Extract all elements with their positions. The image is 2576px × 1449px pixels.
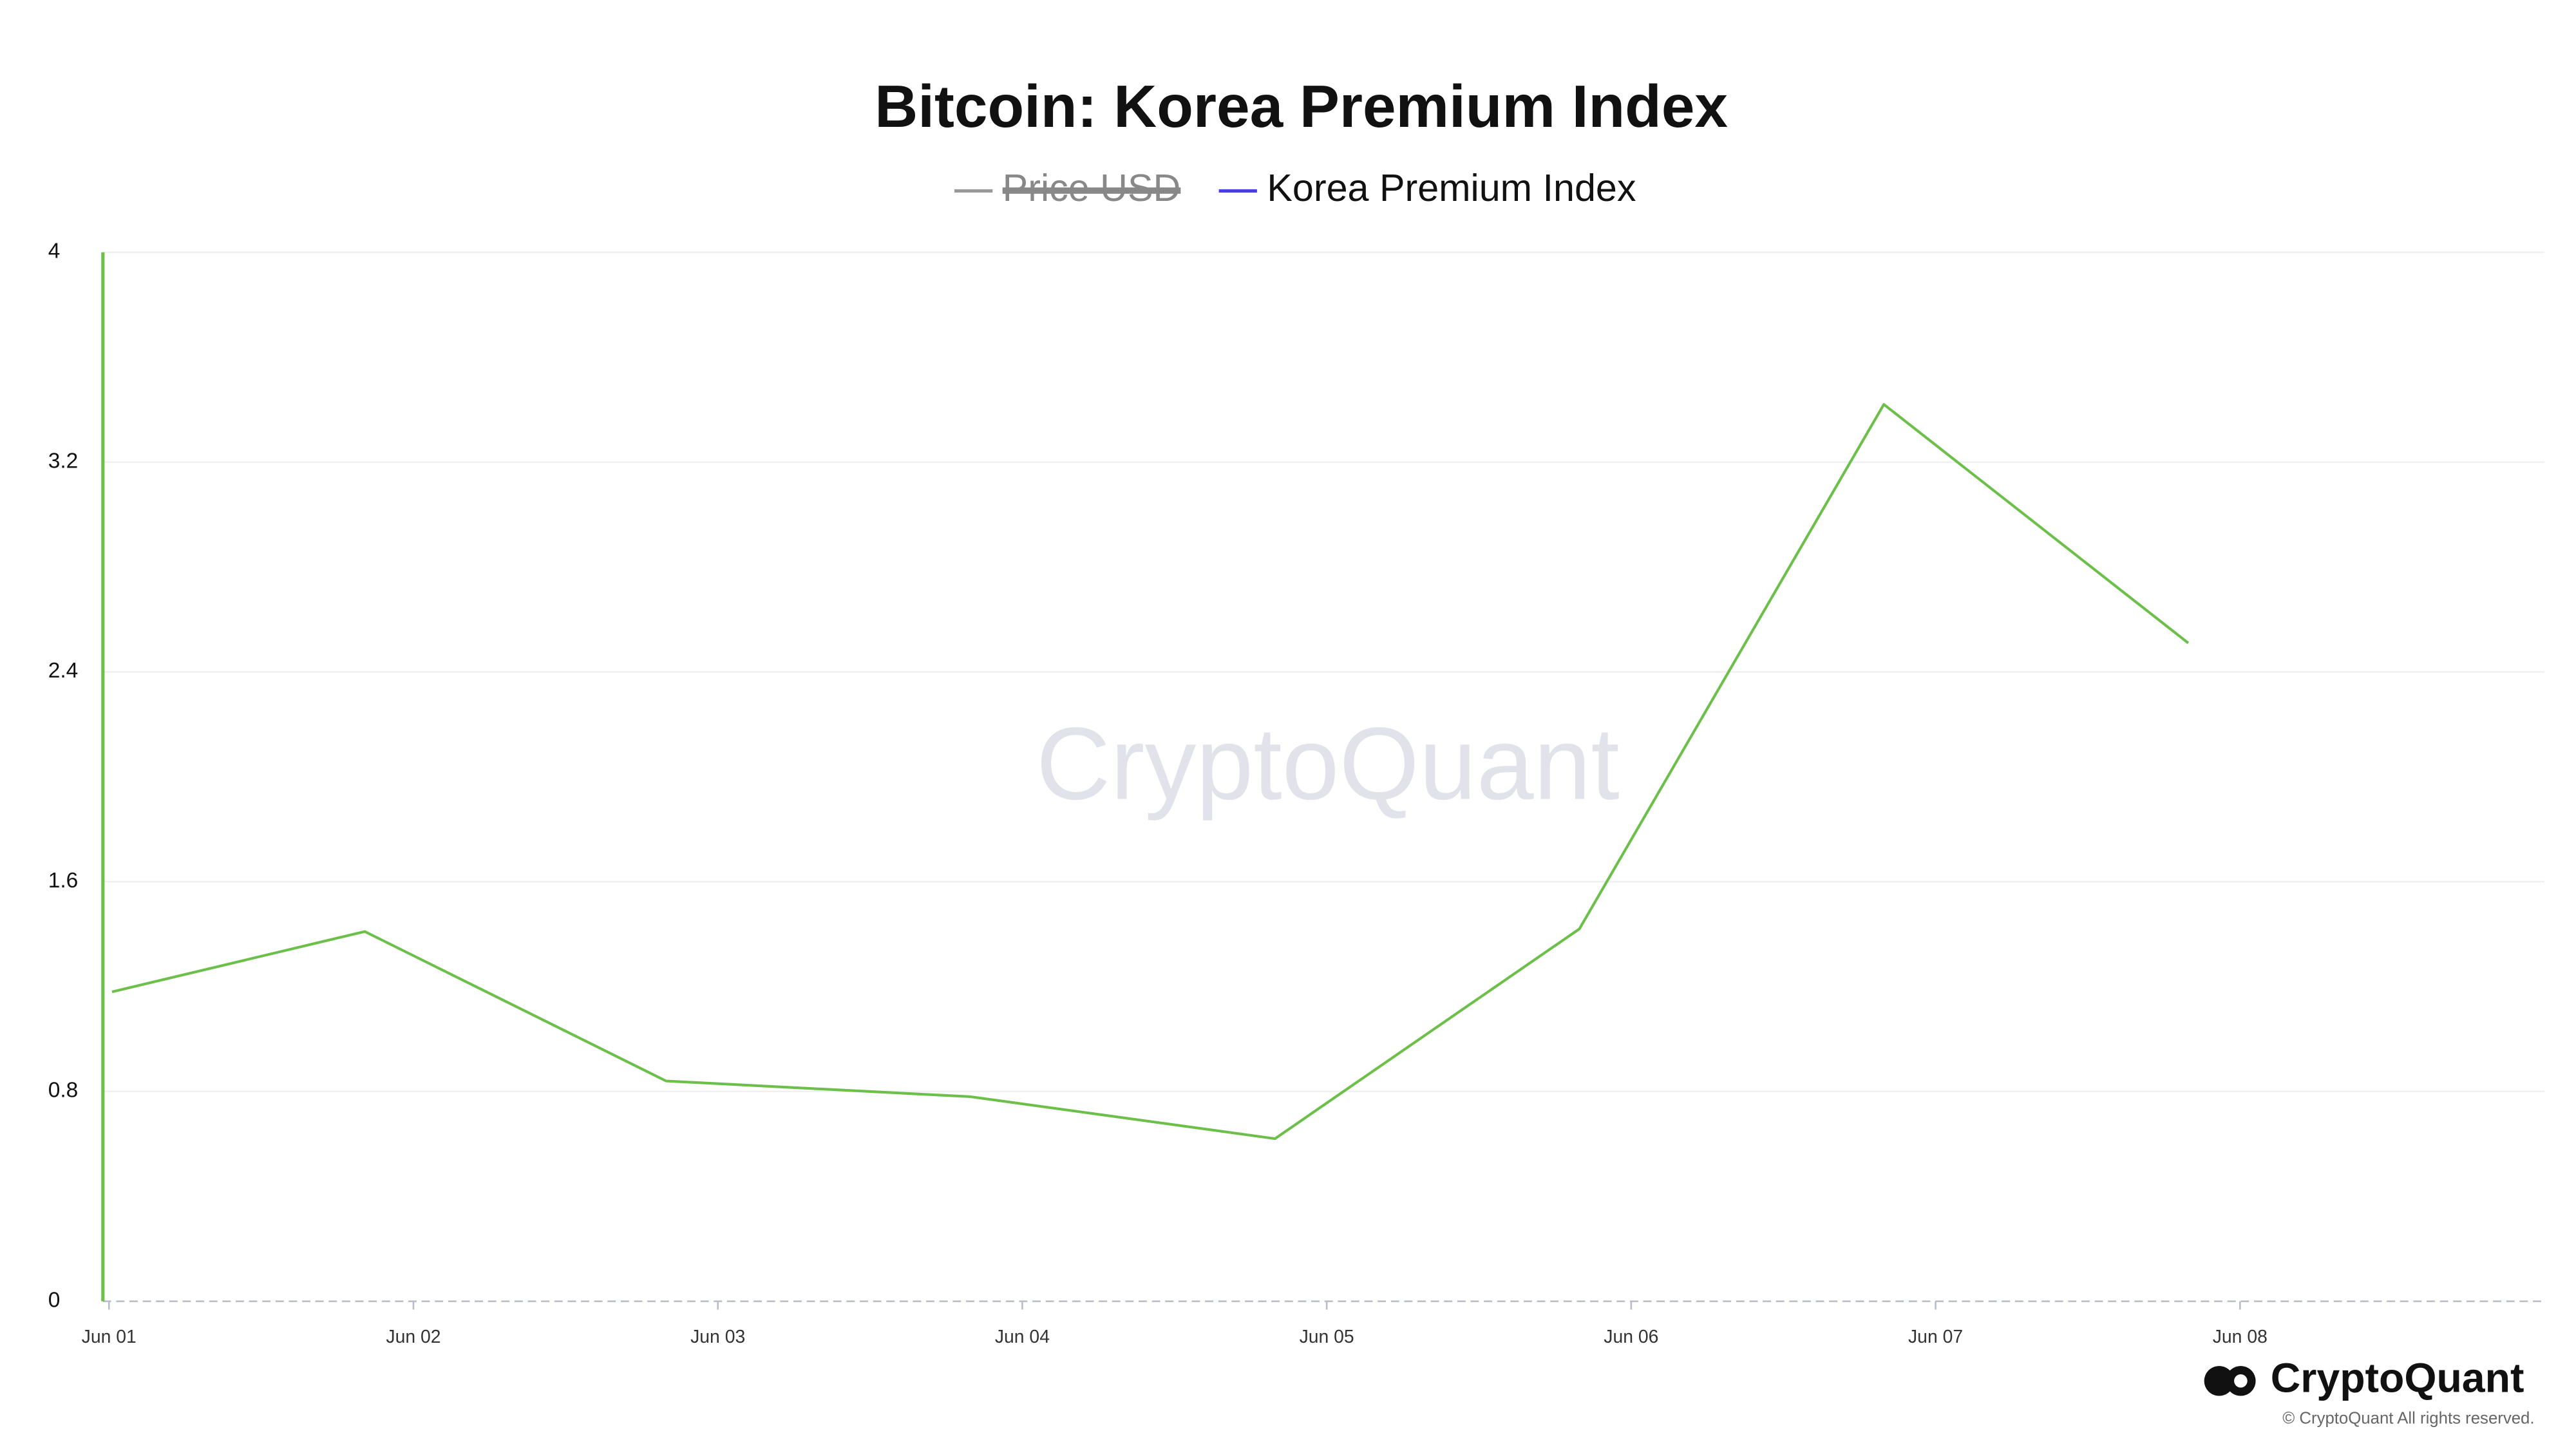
y-tick-label: 2.4 bbox=[48, 659, 79, 683]
chart-title: Bitcoin: Korea Premium Index bbox=[875, 73, 1728, 140]
y-tick-label: 3.2 bbox=[48, 449, 79, 473]
y-tick-label: 0.8 bbox=[48, 1079, 79, 1103]
brand-logo bbox=[2204, 1366, 2256, 1396]
copyright: © CryptoQuant All rights reserved. bbox=[2282, 1409, 2534, 1427]
x-tick-label: Jun 08 bbox=[2213, 1327, 2268, 1347]
x-tick-label: Jun 02 bbox=[386, 1327, 440, 1347]
x-tick-label: Jun 07 bbox=[1908, 1327, 1963, 1347]
brand: CryptoQuant bbox=[2271, 1354, 2524, 1401]
legend-label: Price USD bbox=[1003, 166, 1181, 209]
x-tick-label: Jun 05 bbox=[1300, 1327, 1354, 1347]
logo-icon bbox=[2234, 1374, 2248, 1388]
data-line bbox=[111, 402, 2190, 1141]
legend-label: Korea Premium Index bbox=[1267, 166, 1636, 209]
y-tick-label: 0 bbox=[48, 1288, 61, 1312]
watermark: CryptoQuant bbox=[1036, 706, 1620, 821]
x-tick-label: Jun 03 bbox=[690, 1327, 745, 1347]
x-tick-label: Jun 06 bbox=[1604, 1327, 1658, 1347]
y-tick-label: 1.6 bbox=[48, 869, 79, 893]
x-tick-label: Jun 04 bbox=[995, 1327, 1050, 1347]
y-tick-label: 4 bbox=[48, 240, 61, 263]
x-tick-label: Jun 01 bbox=[82, 1327, 137, 1347]
logo-icon bbox=[2204, 1366, 2235, 1396]
